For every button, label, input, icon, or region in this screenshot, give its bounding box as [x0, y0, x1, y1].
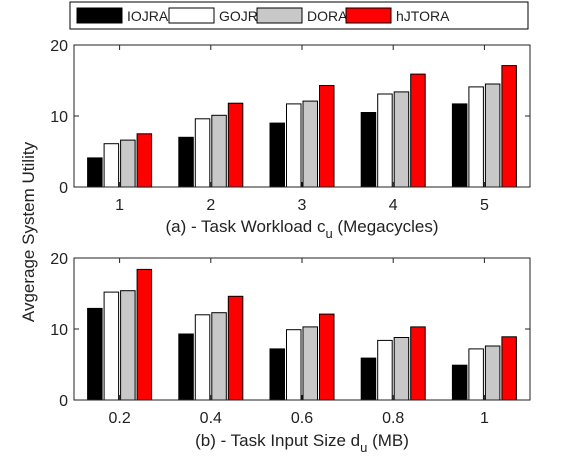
bar-hjtora-0.2 [136, 268, 153, 401]
bar-gojra-5 [468, 86, 484, 188]
bar-dora-5 [484, 83, 501, 188]
bar-iojra-1 [451, 364, 468, 401]
shared-y-axis-label: Avgerage System Utility [19, 141, 38, 322]
bar-gojra-0.2 [103, 291, 120, 401]
bar-dora-0.4 [211, 312, 227, 401]
bar-iojra-2 [178, 136, 194, 188]
bar-hjtora-4 [410, 73, 426, 188]
chart-a: 0 10 20 1 2 3 4 5 (a) - Task Workload cu (Megacy… [50, 38, 531, 241]
x-axis-label-suffix: (MB) [367, 431, 409, 450]
bar-gojra-0.6 [286, 329, 302, 401]
bar-dora-3 [302, 100, 318, 188]
legend-swatch-iojra [76, 7, 123, 24]
bar-iojra-0.2 [87, 307, 103, 401]
bar-gojra-0.8 [377, 339, 393, 401]
bar-dora-2 [211, 114, 227, 188]
legend-label-gojra: GOJRA [219, 8, 268, 24]
bar-iojra-0.4 [178, 333, 194, 401]
bar-gojra-4 [377, 93, 393, 188]
y-tick-label: 20 [50, 251, 68, 268]
y-tick-label: 20 [50, 38, 68, 55]
bar-dora-1 [120, 139, 136, 188]
bar-hjtora-3 [319, 85, 335, 188]
bar-iojra-0.8 [360, 357, 377, 401]
y-tick-label: 10 [50, 109, 68, 126]
bar-gojra-1 [103, 143, 120, 188]
bar-iojra-3 [269, 122, 285, 188]
bar-hjtora-2 [227, 102, 244, 188]
legend-label-dora: DORA [307, 8, 348, 24]
x-axis-label-main: (b) - Task Input Size d [195, 431, 360, 450]
chart-b: 0 10 20 0.2 0.4 0.6 0.8 1 (b) - Task Input Size … [50, 251, 531, 455]
bar-hjtora-1 [136, 133, 153, 188]
legend-swatch-hjtora [345, 7, 392, 24]
x-tick-label: 3 [298, 197, 307, 214]
bar-gojra-3 [286, 103, 302, 188]
bar-iojra-1 [87, 157, 103, 188]
y-tick-label: 0 [59, 180, 68, 197]
bar-dora-0.8 [393, 337, 410, 401]
bar-iojra-0.6 [269, 348, 285, 401]
bar-gojra-0.4 [194, 314, 211, 401]
x-tick-label: 4 [389, 197, 398, 214]
bar-iojra-5 [451, 103, 468, 188]
x-axis-label-main: (a) - Task Workload c [165, 217, 325, 236]
legend-swatch-gojra [168, 7, 215, 24]
x-tick-label: 0.2 [108, 410, 130, 427]
legend-label-iojra: IOJRA [127, 8, 169, 24]
x-axis-label: (b) - Task Input Size du (MB) [195, 431, 409, 455]
x-axis-label-suffix: (Megacycles) [333, 217, 439, 236]
x-axis-label: (a) - Task Workload cu (Megacycles) [165, 217, 438, 241]
bar-dora-1 [484, 345, 501, 401]
bar-dora-0.6 [302, 326, 318, 401]
bar-dora-0.2 [120, 290, 136, 401]
x-tick-label: 2 [206, 197, 215, 214]
legend: IOJRA GOJRA DORA hJTORA [69, 1, 529, 30]
bar-hjtora-0.8 [410, 326, 426, 401]
bar-iojra-4 [360, 112, 377, 188]
legend-label-hjtora: hJTORA [396, 8, 450, 24]
x-tick-label: 1 [115, 197, 124, 214]
bar-hjtora-0.6 [319, 313, 335, 401]
bar-gojra-2 [194, 118, 211, 188]
x-tick-label: 5 [480, 197, 489, 214]
x-tick-label: 0.4 [200, 410, 222, 427]
bar-hjtora-5 [501, 65, 517, 188]
bar-dora-4 [393, 91, 410, 188]
bar-gojra-1 [468, 348, 484, 401]
y-tick-label: 10 [50, 322, 68, 339]
x-tick-label: 1 [480, 410, 489, 427]
x-tick-label: 0.6 [291, 410, 313, 427]
bar-hjtora-1 [501, 336, 517, 401]
bar-hjtora-0.4 [227, 295, 244, 401]
x-axis-label-subscript: u [325, 226, 332, 241]
x-axis-label-subscript: u [360, 440, 367, 455]
x-tick-label: 0.8 [382, 410, 404, 427]
y-tick-label: 0 [59, 393, 68, 410]
legend-swatch-dora [256, 7, 303, 24]
